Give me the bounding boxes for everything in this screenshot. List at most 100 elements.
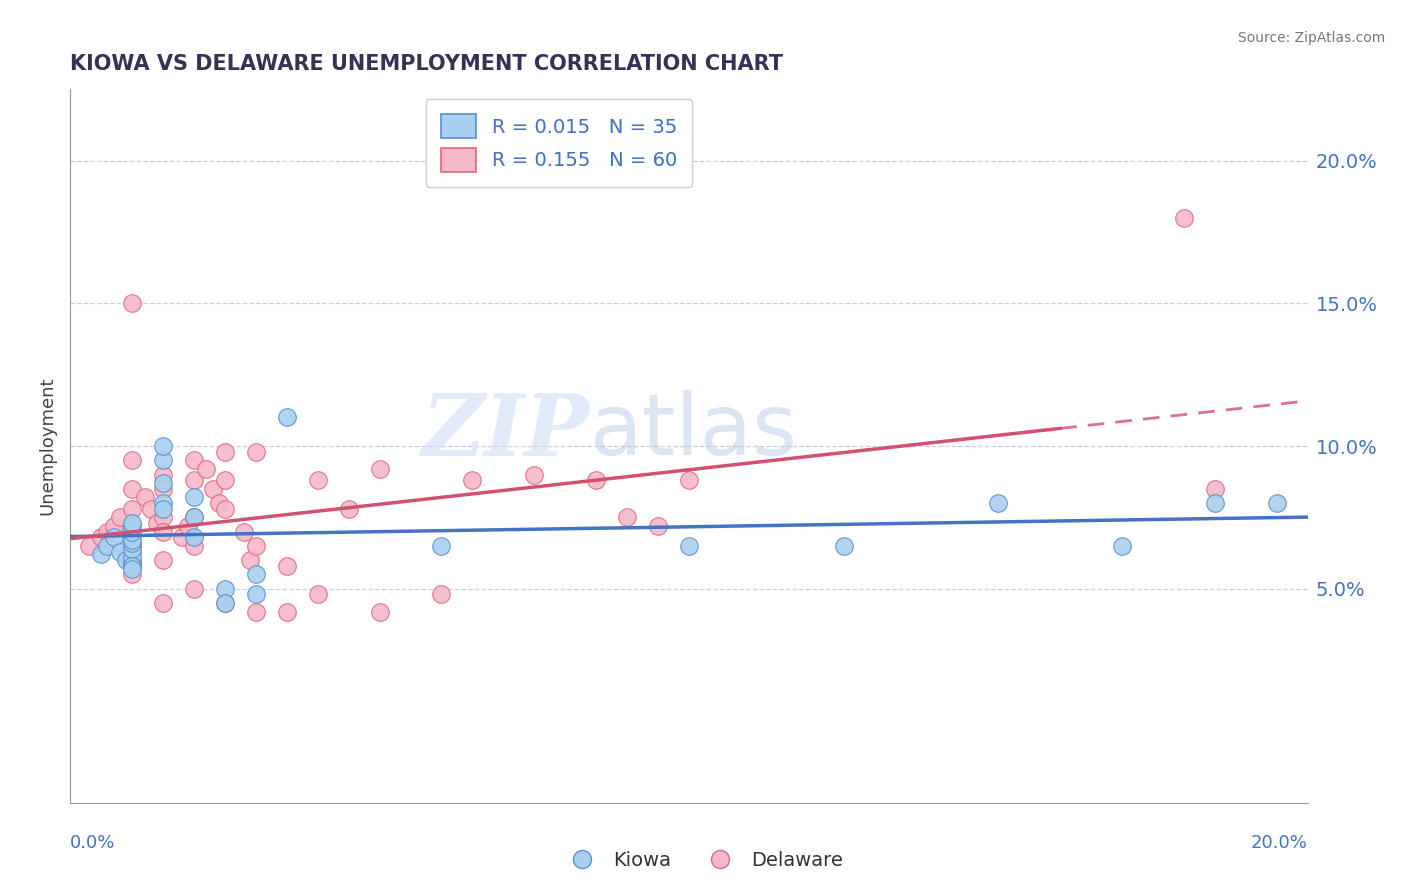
Point xyxy=(337,501,360,516)
Point xyxy=(183,473,205,487)
Point xyxy=(307,587,329,601)
Point xyxy=(146,516,169,530)
Point xyxy=(96,524,118,539)
Y-axis label: Unemployment: Unemployment xyxy=(38,376,56,516)
Point xyxy=(368,605,391,619)
Point xyxy=(1204,496,1226,510)
Text: 20.0%: 20.0% xyxy=(1251,834,1308,852)
Point xyxy=(678,539,700,553)
Point xyxy=(77,539,100,553)
Point xyxy=(214,596,236,610)
Point xyxy=(368,462,391,476)
Point xyxy=(96,539,118,553)
Point xyxy=(121,533,143,548)
Point xyxy=(183,582,205,596)
Point xyxy=(121,558,143,573)
Point xyxy=(585,473,607,487)
Point xyxy=(170,530,193,544)
Point xyxy=(121,501,143,516)
Point xyxy=(103,519,125,533)
Point xyxy=(152,501,174,516)
Point xyxy=(108,544,131,558)
Point xyxy=(152,596,174,610)
Point xyxy=(195,462,218,476)
Text: ZIP: ZIP xyxy=(422,390,591,474)
Point xyxy=(1111,539,1133,553)
Point xyxy=(121,539,143,553)
Text: atlas: atlas xyxy=(591,390,799,474)
Point xyxy=(987,496,1010,510)
Point xyxy=(245,567,267,582)
Point xyxy=(276,558,298,573)
Point xyxy=(121,482,143,496)
Point xyxy=(232,524,254,539)
Text: KIOWA VS DELAWARE UNEMPLOYMENT CORRELATION CHART: KIOWA VS DELAWARE UNEMPLOYMENT CORRELATI… xyxy=(70,54,783,74)
Point xyxy=(134,491,156,505)
Point xyxy=(152,524,174,539)
Point xyxy=(430,587,453,601)
Point xyxy=(152,510,174,524)
Point xyxy=(276,410,298,425)
Point xyxy=(183,510,205,524)
Point xyxy=(177,519,200,533)
Point xyxy=(121,550,143,565)
Point xyxy=(121,553,143,567)
Point xyxy=(121,453,143,467)
Point xyxy=(121,524,143,539)
Point xyxy=(1173,211,1195,225)
Point xyxy=(239,553,262,567)
Point xyxy=(103,530,125,544)
Point xyxy=(214,596,236,610)
Point xyxy=(152,467,174,482)
Point xyxy=(214,501,236,516)
Point xyxy=(208,496,231,510)
Point xyxy=(183,491,205,505)
Point xyxy=(121,296,143,310)
Point xyxy=(121,567,143,582)
Point xyxy=(183,530,205,544)
Point xyxy=(276,605,298,619)
Point xyxy=(152,476,174,491)
Point xyxy=(201,482,224,496)
Point xyxy=(121,558,143,573)
Point xyxy=(245,587,267,601)
Point xyxy=(461,473,484,487)
Point xyxy=(152,453,174,467)
Point xyxy=(616,510,638,524)
Point xyxy=(139,501,162,516)
Text: 0.0%: 0.0% xyxy=(70,834,115,852)
Point xyxy=(152,553,174,567)
Point xyxy=(121,556,143,570)
Point xyxy=(121,562,143,576)
Point xyxy=(245,539,267,553)
Point xyxy=(115,548,138,562)
Point xyxy=(121,536,143,550)
Point xyxy=(1204,482,1226,496)
Legend: R = 0.015   N = 35, R = 0.155   N = 60: R = 0.015 N = 35, R = 0.155 N = 60 xyxy=(426,99,693,187)
Point xyxy=(214,444,236,458)
Point xyxy=(214,473,236,487)
Point xyxy=(307,473,329,487)
Legend: Kiowa, Delaware: Kiowa, Delaware xyxy=(555,843,851,878)
Point xyxy=(183,510,205,524)
Text: Source: ZipAtlas.com: Source: ZipAtlas.com xyxy=(1237,31,1385,45)
Point xyxy=(245,444,267,458)
Point xyxy=(108,510,131,524)
Point xyxy=(152,496,174,510)
Point xyxy=(647,519,669,533)
Point xyxy=(245,605,267,619)
Point xyxy=(121,533,143,548)
Point xyxy=(115,553,138,567)
Point xyxy=(121,544,143,558)
Point xyxy=(678,473,700,487)
Point xyxy=(183,453,205,467)
Point xyxy=(523,467,546,482)
Point xyxy=(214,582,236,596)
Point xyxy=(183,539,205,553)
Point xyxy=(121,516,143,530)
Point xyxy=(152,439,174,453)
Point xyxy=(430,539,453,553)
Point xyxy=(121,541,143,556)
Point xyxy=(121,519,143,533)
Point xyxy=(152,482,174,496)
